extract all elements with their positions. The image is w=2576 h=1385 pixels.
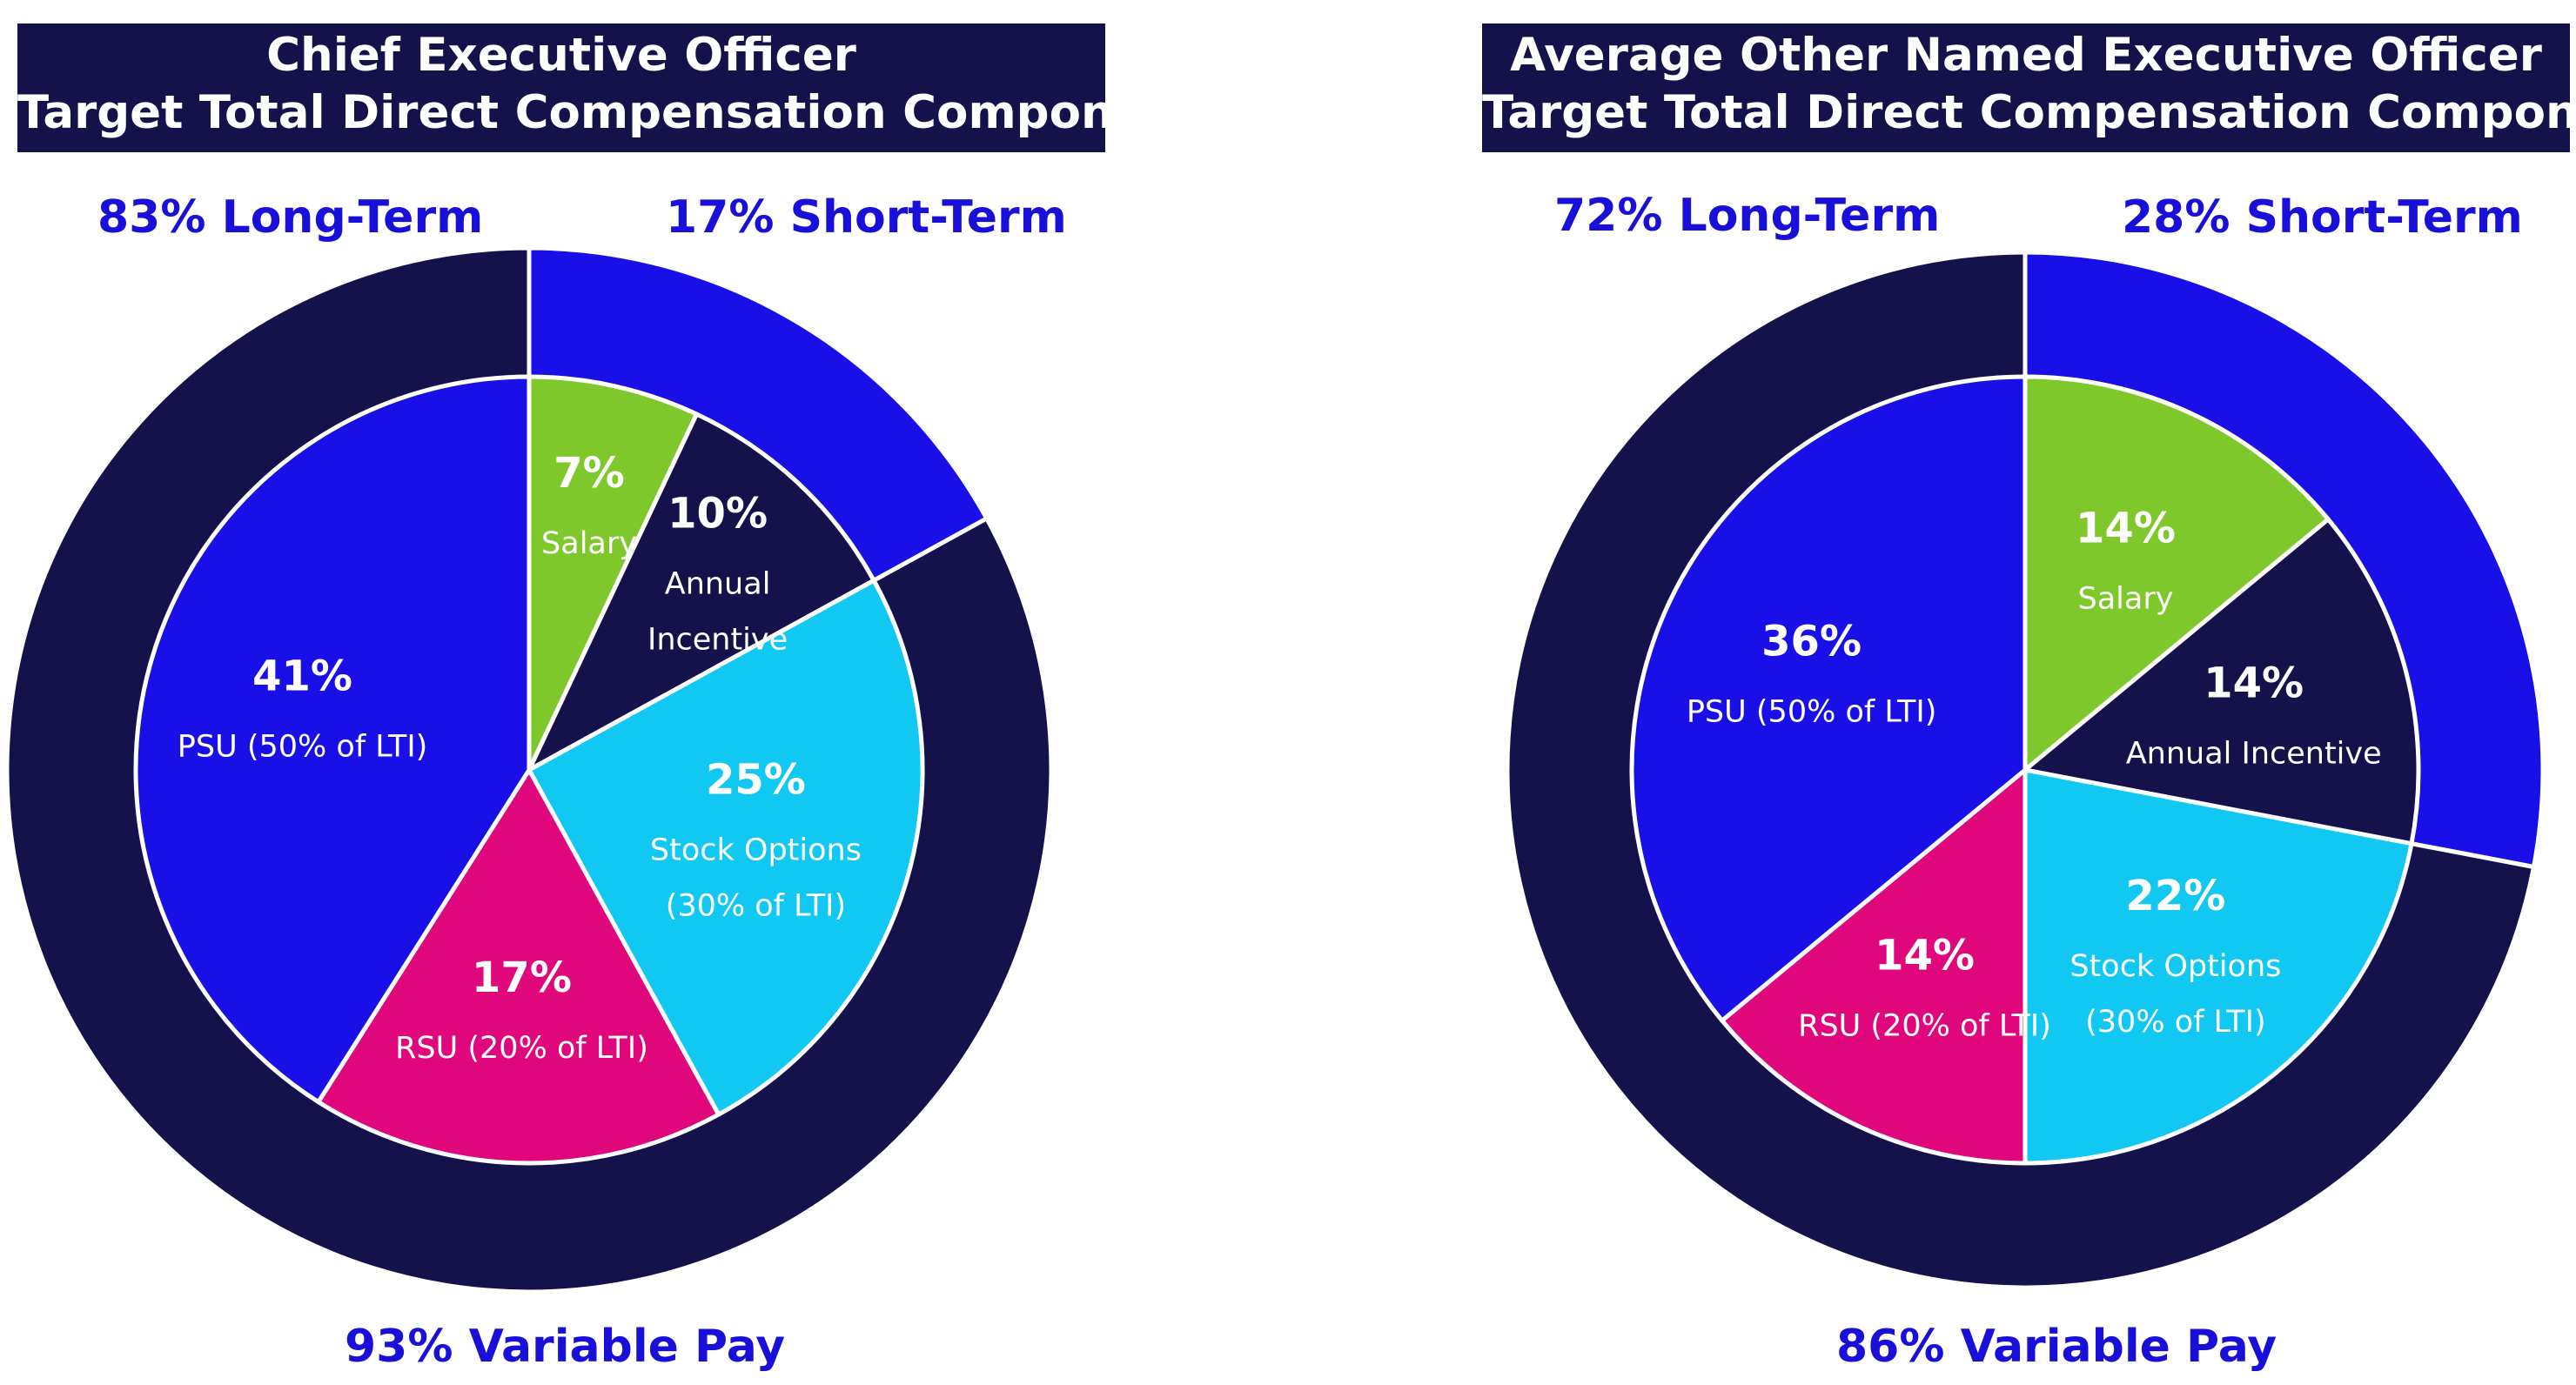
ceo-title-line1: Chief Executive Officer xyxy=(266,29,856,82)
neo-salary-percent-label: 14% xyxy=(2076,505,2176,553)
ceo-rsu-percent-label: 17% xyxy=(472,953,572,1002)
neo-donut-chart: 14% Salary 14% Annual Incentive 22% Stock Opt… xyxy=(1505,250,2546,1290)
ceo-chart-title: Chief Executive Officer Target Total Dir… xyxy=(17,23,1228,152)
ceo-rsu-name-label: RSU (20% of LTI) xyxy=(395,1031,648,1066)
neo-slice-annual-incentive xyxy=(2023,517,2421,846)
neo-psu-name-label: PSU (50% of LTI) xyxy=(1687,695,1937,730)
neo-long-term-summary: 72% Long-Term xyxy=(1554,190,1941,242)
neo-rsu-name-label: RSU (20% of LTI) xyxy=(1798,1008,2051,1043)
ceo-slice-rsu xyxy=(316,767,721,1166)
ceo-slice-psu xyxy=(133,374,532,1105)
ceo-stock-options-name-label: (30% of LTI) xyxy=(666,889,846,924)
neo-annual-incentive-percent-label: 14% xyxy=(2204,659,2304,708)
ceo-annual-incentive-percent-label: 10% xyxy=(667,489,768,538)
neo-chart-panel: Average Other Named Executive Officer Ta… xyxy=(1288,0,2576,1385)
neo-title-line2: Target Total Direct Compensation Compone… xyxy=(1482,86,2576,139)
neo-stock-options-name-label: Stock Options xyxy=(2070,949,2281,984)
ceo-short-term-summary: 17% Short-Term xyxy=(666,191,1067,244)
ceo-psu-percent-label: 41% xyxy=(252,652,352,700)
neo-salary-name-label: Salary xyxy=(2077,582,2173,617)
neo-slice-stock-options xyxy=(2023,767,2414,1166)
ceo-variable-pay-summary: 93% Variable Pay xyxy=(345,1321,786,1373)
neo-short-term-summary: 28% Short-Term xyxy=(2122,191,2523,244)
neo-stock-options-name-label: (30% of LTI) xyxy=(2085,1005,2265,1040)
ceo-slice-annual-incentive xyxy=(527,411,876,773)
ceo-donut-chart: 7% Salary 10% Annual Incentive 25% Stock Optio… xyxy=(7,248,1051,1292)
ceo-salary-name-label: Salary xyxy=(541,526,637,561)
neo-slice-rsu xyxy=(1720,767,2028,1166)
neo-slice-psu xyxy=(1629,374,2028,1023)
neo-slice-salary xyxy=(2023,374,2331,773)
neo-variable-pay-summary: 86% Variable Pay xyxy=(1836,1321,2277,1373)
ceo-salary-percent-label: 7% xyxy=(553,449,625,498)
ceo-title-line2: Target Total Direct Compensation Compone… xyxy=(17,86,1228,139)
neo-annual-incentive-name-label: Annual Incentive xyxy=(2126,737,2382,772)
ceo-slice-salary xyxy=(527,374,699,773)
ceo-slice-stock-options xyxy=(527,578,925,1117)
neo-psu-percent-label: 36% xyxy=(1761,618,1862,666)
ceo-stock-options-percent-label: 25% xyxy=(706,756,806,805)
ceo-psu-name-label: PSU (50% of LTI) xyxy=(178,729,428,764)
ceo-chart-panel: Chief Executive Officer Target Total Dir… xyxy=(7,23,1228,1373)
neo-title-line1: Average Other Named Executive Officer xyxy=(1510,29,2542,82)
ceo-annual-incentive-name-label: Incentive xyxy=(647,622,788,657)
neo-chart-title: Average Other Named Executive Officer Ta… xyxy=(1482,23,2576,152)
neo-stock-options-percent-label: 22% xyxy=(2125,872,2225,920)
ceo-stock-options-name-label: Stock Options xyxy=(650,833,862,868)
ceo-annual-incentive-name-label: Annual xyxy=(665,566,771,601)
ceo-long-term-summary: 83% Long-Term xyxy=(97,191,484,244)
neo-rsu-percent-label: 14% xyxy=(1875,931,1975,980)
